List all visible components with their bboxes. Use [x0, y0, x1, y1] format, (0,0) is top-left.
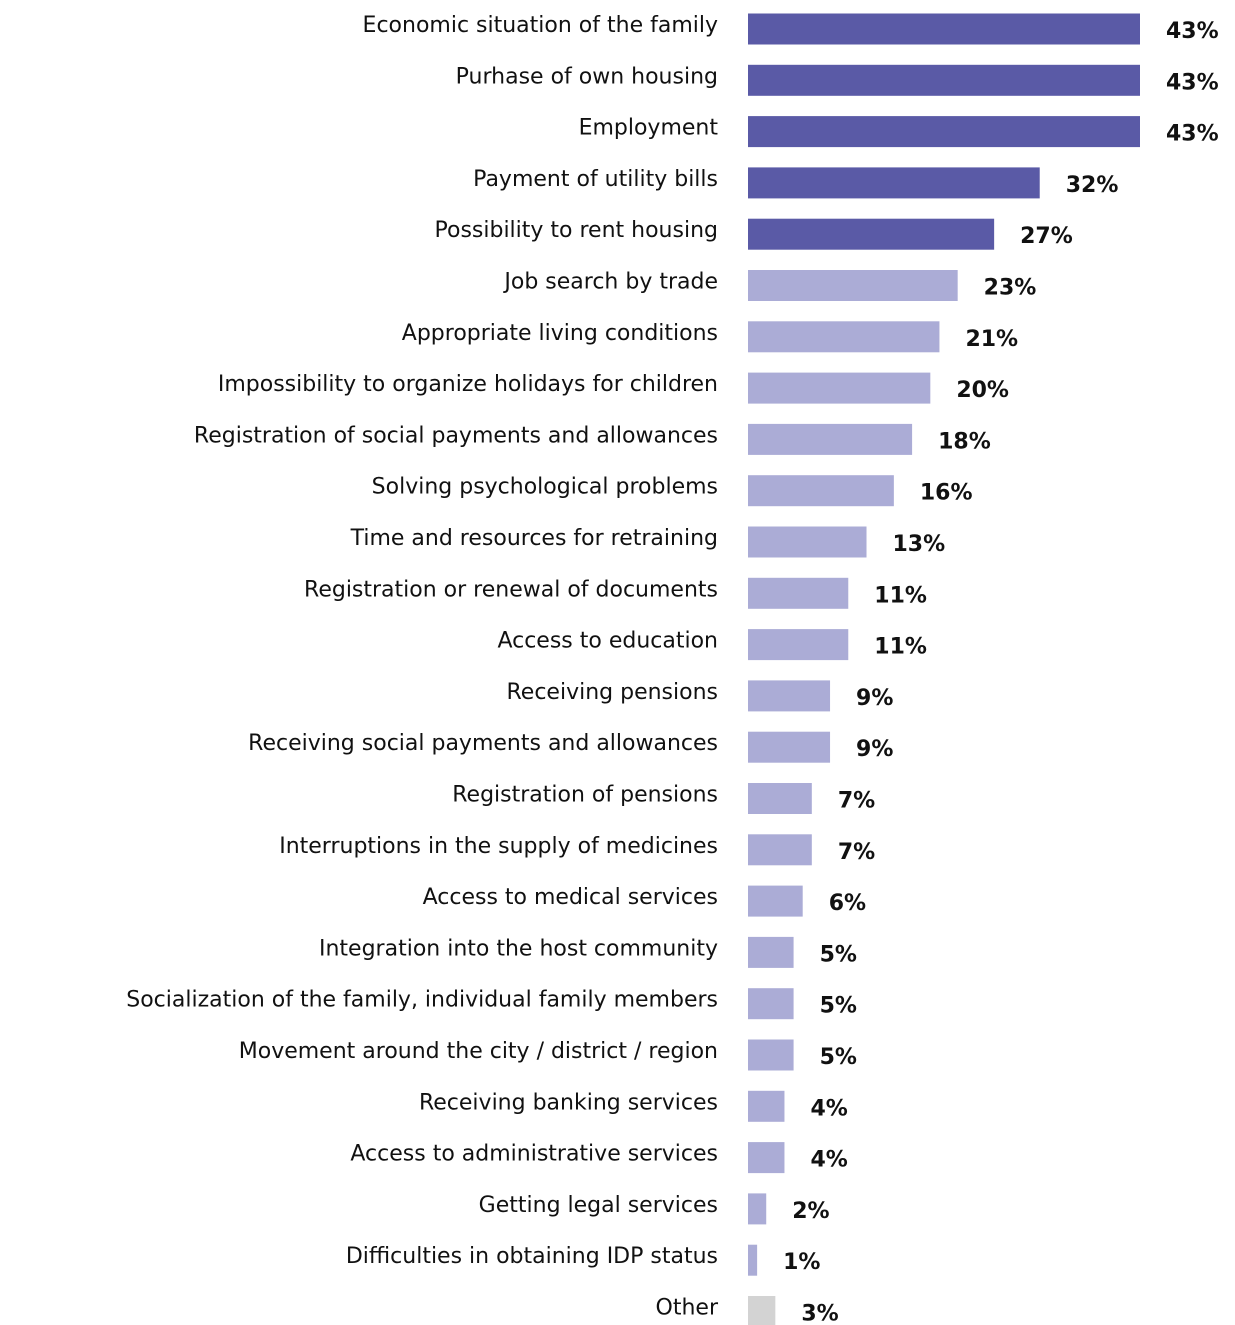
bar: [748, 1142, 785, 1174]
category-label: Possibility to rent housing: [435, 218, 719, 243]
bar: [748, 834, 812, 866]
category-label: Interruptions in the supply of medicines: [279, 834, 718, 859]
value-label: 18%: [938, 429, 991, 454]
bar: [748, 218, 995, 250]
value-label: 7%: [838, 789, 875, 814]
value-label: 5%: [820, 994, 857, 1019]
bar: [748, 988, 794, 1020]
category-label: Registration of pensions: [452, 783, 718, 808]
bar: [748, 1193, 767, 1225]
category-label: Getting legal services: [479, 1193, 718, 1218]
category-label: Employment: [579, 116, 719, 141]
category-label: Receiving pensions: [507, 680, 719, 705]
category-label: Integration into the host community: [319, 936, 718, 961]
value-label: 7%: [838, 840, 875, 865]
bar: [748, 372, 931, 404]
bar: [748, 680, 831, 712]
value-label: 11%: [874, 583, 927, 608]
bar: [748, 783, 812, 814]
category-label: Purhase of own housing: [456, 64, 718, 89]
bar: [748, 321, 940, 353]
category-label: Registration of social payments and allo…: [194, 423, 718, 448]
category-label: Access to medical services: [423, 885, 718, 910]
category-label: Appropriate living conditions: [402, 321, 718, 346]
value-label: 43%: [1166, 19, 1219, 44]
bar: [748, 270, 958, 301]
value-label: 23%: [984, 276, 1037, 301]
bar: [748, 64, 1140, 96]
value-label: 4%: [810, 1148, 847, 1173]
category-label: Access to administrative services: [350, 1142, 718, 1167]
value-label: 27%: [1020, 224, 1073, 249]
bar: [748, 1090, 785, 1122]
bar: [748, 731, 831, 763]
category-label: Solving psychological problems: [372, 475, 718, 500]
bar: [748, 1244, 758, 1276]
category-label: Job search by trade: [502, 270, 718, 295]
value-label: 9%: [856, 686, 893, 711]
category-label: Difficulties in obtaining IDP status: [346, 1244, 718, 1269]
bar: [748, 1296, 776, 1325]
bar: [748, 885, 803, 917]
category-label: Receiving banking services: [419, 1090, 718, 1115]
value-label: 43%: [1166, 70, 1219, 95]
category-label: Payment of utility bills: [473, 167, 718, 192]
bar: [748, 13, 1140, 45]
value-label: 13%: [893, 532, 946, 557]
value-label: 3%: [801, 1302, 838, 1325]
value-label: 16%: [920, 481, 973, 506]
bar: [748, 629, 849, 661]
value-label: 5%: [820, 942, 857, 967]
value-label: 20%: [956, 378, 1009, 403]
value-label: 4%: [810, 1096, 847, 1121]
bar: [748, 423, 913, 455]
bar: [748, 577, 849, 609]
bar: [748, 167, 1040, 199]
value-label: 32%: [1066, 173, 1119, 198]
bar: [748, 936, 794, 968]
value-label: 43%: [1166, 122, 1219, 147]
bar: [748, 116, 1140, 148]
category-label: Socialization of the family, individual …: [126, 988, 718, 1013]
bar: [748, 475, 894, 507]
value-label: 1%: [783, 1250, 820, 1275]
category-label: Other: [656, 1296, 719, 1321]
category-label: Economic situation of the family: [363, 13, 718, 38]
category-label: Registration or renewal of documents: [304, 577, 718, 602]
category-label: Movement around the city / district / re…: [239, 1039, 718, 1064]
value-label: 5%: [820, 1045, 857, 1070]
value-label: 2%: [792, 1199, 829, 1224]
category-label: Time and resources for retraining: [350, 526, 718, 551]
value-label: 11%: [874, 635, 927, 660]
category-label: Receiving social payments and allowances: [248, 731, 718, 756]
value-label: 9%: [856, 737, 893, 762]
category-label: Access to education: [497, 629, 718, 654]
category-label: Impossibility to organize holidays for c…: [218, 372, 718, 397]
value-label: 6%: [829, 891, 866, 916]
value-label: 21%: [965, 327, 1018, 352]
bar: [748, 1039, 794, 1071]
bar: [748, 526, 867, 558]
